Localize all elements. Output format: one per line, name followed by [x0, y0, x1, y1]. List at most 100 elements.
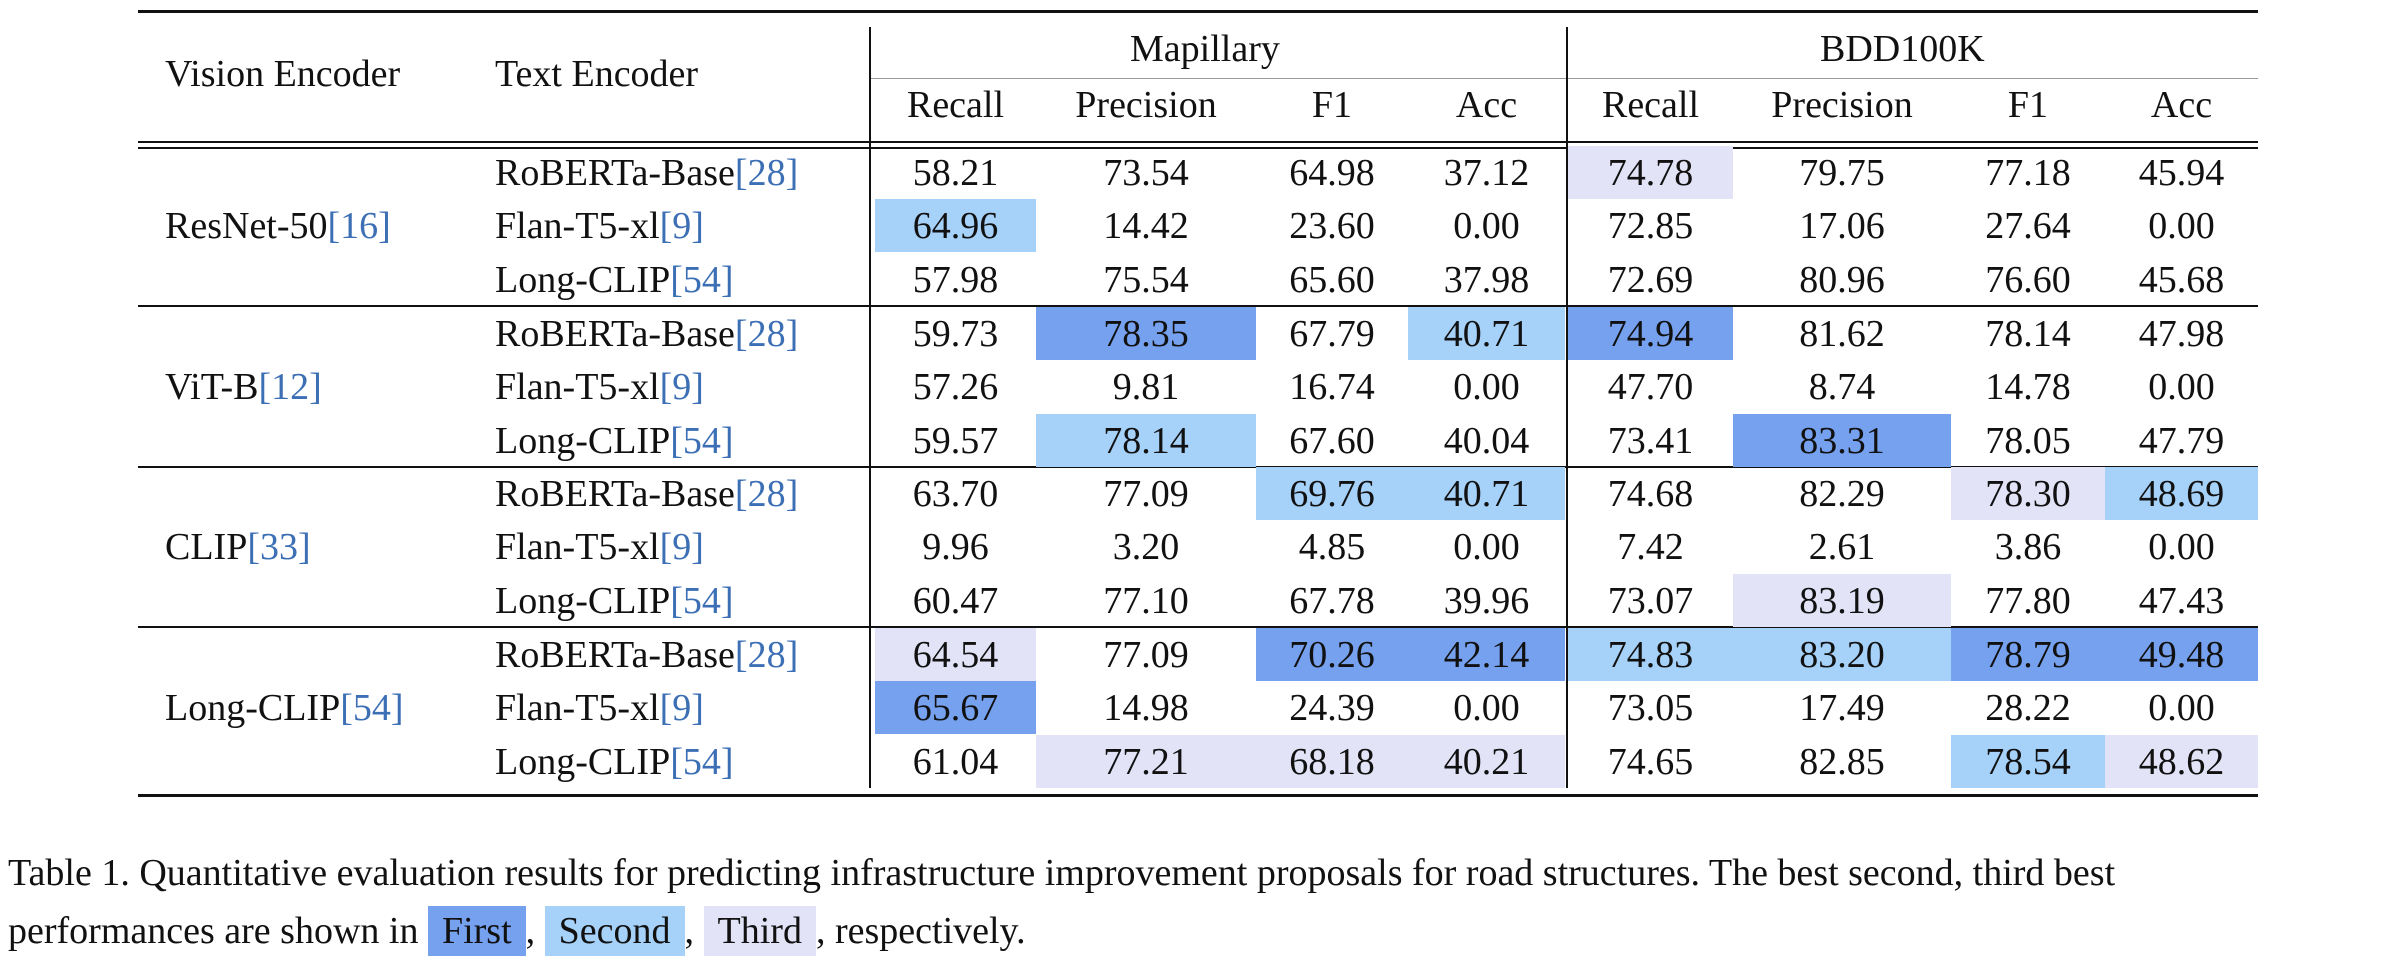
table-cell: 0.00: [2148, 365, 2215, 408]
table-cell: 73.07: [1607, 579, 1694, 622]
caption-suffix: , respectively.: [815, 910, 1026, 952]
text-encoder-label: RoBERTa-Base [28]: [495, 628, 798, 681]
table-cell: 82.85: [1799, 740, 1885, 783]
table-cell: 0.00: [2148, 686, 2215, 729]
mapillary-underline: [870, 78, 1566, 79]
text-encoder-name: RoBERTa-Base: [495, 633, 735, 676]
text-encoder-label: Long-CLIP [54]: [495, 414, 734, 467]
second-swatch: Second: [544, 906, 685, 956]
caption-line-2: performances are shown in First, Second,…: [8, 902, 2393, 960]
table-cell: 47.70: [1607, 365, 1694, 408]
header-rule: [138, 141, 2258, 143]
table-cell: 0.00: [2148, 525, 2215, 568]
table-cell: 78.30: [1951, 467, 2105, 520]
table-cell: 7.42: [1617, 525, 1684, 568]
table-cell: 3.86: [1994, 525, 2062, 568]
vision-encoder-label: CLIP [33]: [165, 520, 311, 573]
metric-header: Precision: [1075, 83, 1217, 126]
mapillary-header: Mapillary: [1130, 28, 1280, 70]
vision-encoder-ref: [33]: [247, 525, 311, 568]
table-cell: 23.60: [1289, 204, 1375, 247]
table-cell: 48.69: [2105, 467, 2258, 520]
table-cell: 76.60: [1985, 258, 2071, 301]
text-encoder-name: RoBERTa-Base: [495, 472, 735, 515]
table-cell: 64.98: [1289, 151, 1375, 194]
table-cell: 80.96: [1799, 258, 1885, 301]
table-cell: 78.14: [1036, 414, 1256, 467]
table-cell: 83.19: [1733, 574, 1951, 627]
text-encoder-ref: [9]: [659, 365, 704, 408]
table-cell: 60.47: [912, 579, 999, 622]
table-cell: 64.54: [875, 628, 1036, 681]
table-cell: 77.10: [1103, 579, 1189, 622]
text-encoder-ref: [28]: [734, 312, 799, 355]
table-cell: 74.78: [1568, 146, 1733, 199]
table-cell: 59.57: [912, 419, 999, 462]
group-rule-1: [138, 305, 2258, 307]
text-encoder-name: RoBERTa-Base: [495, 312, 735, 355]
text-encoder-name: Flan-T5-xl: [495, 365, 660, 408]
table-cell: 14.78: [1985, 365, 2071, 408]
table-cell: 4.85: [1298, 525, 1366, 568]
text-encoder-name: Flan-T5-xl: [495, 686, 660, 729]
table-cell: 24.39: [1289, 686, 1375, 729]
table-cell: 48.62: [2105, 735, 2258, 788]
table-cell: 59.73: [912, 312, 999, 355]
text-encoder-ref: [9]: [659, 204, 704, 247]
text-encoder-label: RoBERTa-Base [28]: [495, 146, 798, 199]
caption-sep: ,: [525, 910, 536, 952]
table-cell: 77.09: [1103, 633, 1189, 676]
text-encoder-label: Long-CLIP [54]: [495, 574, 734, 627]
metric-header: F1: [1311, 83, 1353, 126]
table-cell: 14.98: [1103, 686, 1189, 729]
vision-encoder-label: ResNet-50 [16]: [165, 199, 391, 252]
table-cell: 65.67: [875, 681, 1036, 734]
table-cell: 77.09: [1103, 472, 1189, 515]
vision-encoder-name: ViT-B: [165, 365, 259, 408]
table-cell: 78.05: [1985, 419, 2071, 462]
table-cell: 39.96: [1443, 579, 1530, 622]
table-cell: 73.05: [1607, 686, 1694, 729]
text-encoder-label: Long-CLIP [54]: [495, 735, 734, 788]
text-encoder-name: Long-CLIP: [495, 740, 671, 783]
table-cell: 63.70: [912, 472, 999, 515]
table-cell: 47.43: [2138, 579, 2225, 622]
table-cell: 27.64: [1985, 204, 2071, 247]
table-cell: 0.00: [1453, 525, 1520, 568]
table-cell: 49.48: [2105, 628, 2258, 681]
table-cell: 77.21: [1036, 735, 1256, 788]
table-cell: 70.26: [1256, 628, 1408, 681]
text-encoder-label: Long-CLIP [54]: [495, 253, 734, 306]
table-cell: 72.69: [1607, 258, 1694, 301]
metric-header: Recall: [1601, 83, 1700, 126]
first-swatch: First: [427, 906, 526, 956]
table-cell: 57.98: [912, 258, 999, 301]
top-rule: [138, 10, 2258, 13]
text-encoder-divider: [869, 27, 871, 788]
group-rule-2: [138, 466, 2258, 468]
text-encoder-name: Long-CLIP: [495, 258, 671, 301]
table-cell: 17.06: [1799, 204, 1885, 247]
table-cell: 0.00: [1453, 365, 1520, 408]
text-encoder-label: Flan-T5-xl [9]: [495, 681, 704, 734]
table-cell: 40.04: [1443, 419, 1530, 462]
vision-encoder-name: CLIP: [165, 525, 248, 568]
table-cell: 78.35: [1036, 307, 1256, 360]
table-cell: 67.79: [1289, 312, 1375, 355]
text-encoder-label: RoBERTa-Base [28]: [495, 307, 798, 360]
table-cell: 3.20: [1112, 525, 1180, 568]
text-encoder-label: Flan-T5-xl [9]: [495, 520, 704, 573]
table-cell: 14.42: [1103, 204, 1189, 247]
text-encoder-name: Flan-T5-xl: [495, 525, 660, 568]
table-cell: 83.31: [1733, 414, 1951, 467]
text-encoder-header: Text Encoder: [495, 53, 699, 95]
text-encoder-ref: [28]: [734, 151, 799, 194]
table-cell: 69.76: [1256, 467, 1408, 520]
metric-header: Acc: [2150, 83, 2213, 126]
metric-header: F1: [2007, 83, 2049, 126]
table-cell: 74.94: [1568, 307, 1733, 360]
text-encoder-name: Long-CLIP: [495, 579, 671, 622]
table-cell: 40.71: [1408, 467, 1565, 520]
dataset-divider: [1566, 27, 1568, 788]
bdd100k-header: BDD100K: [1820, 28, 1985, 70]
